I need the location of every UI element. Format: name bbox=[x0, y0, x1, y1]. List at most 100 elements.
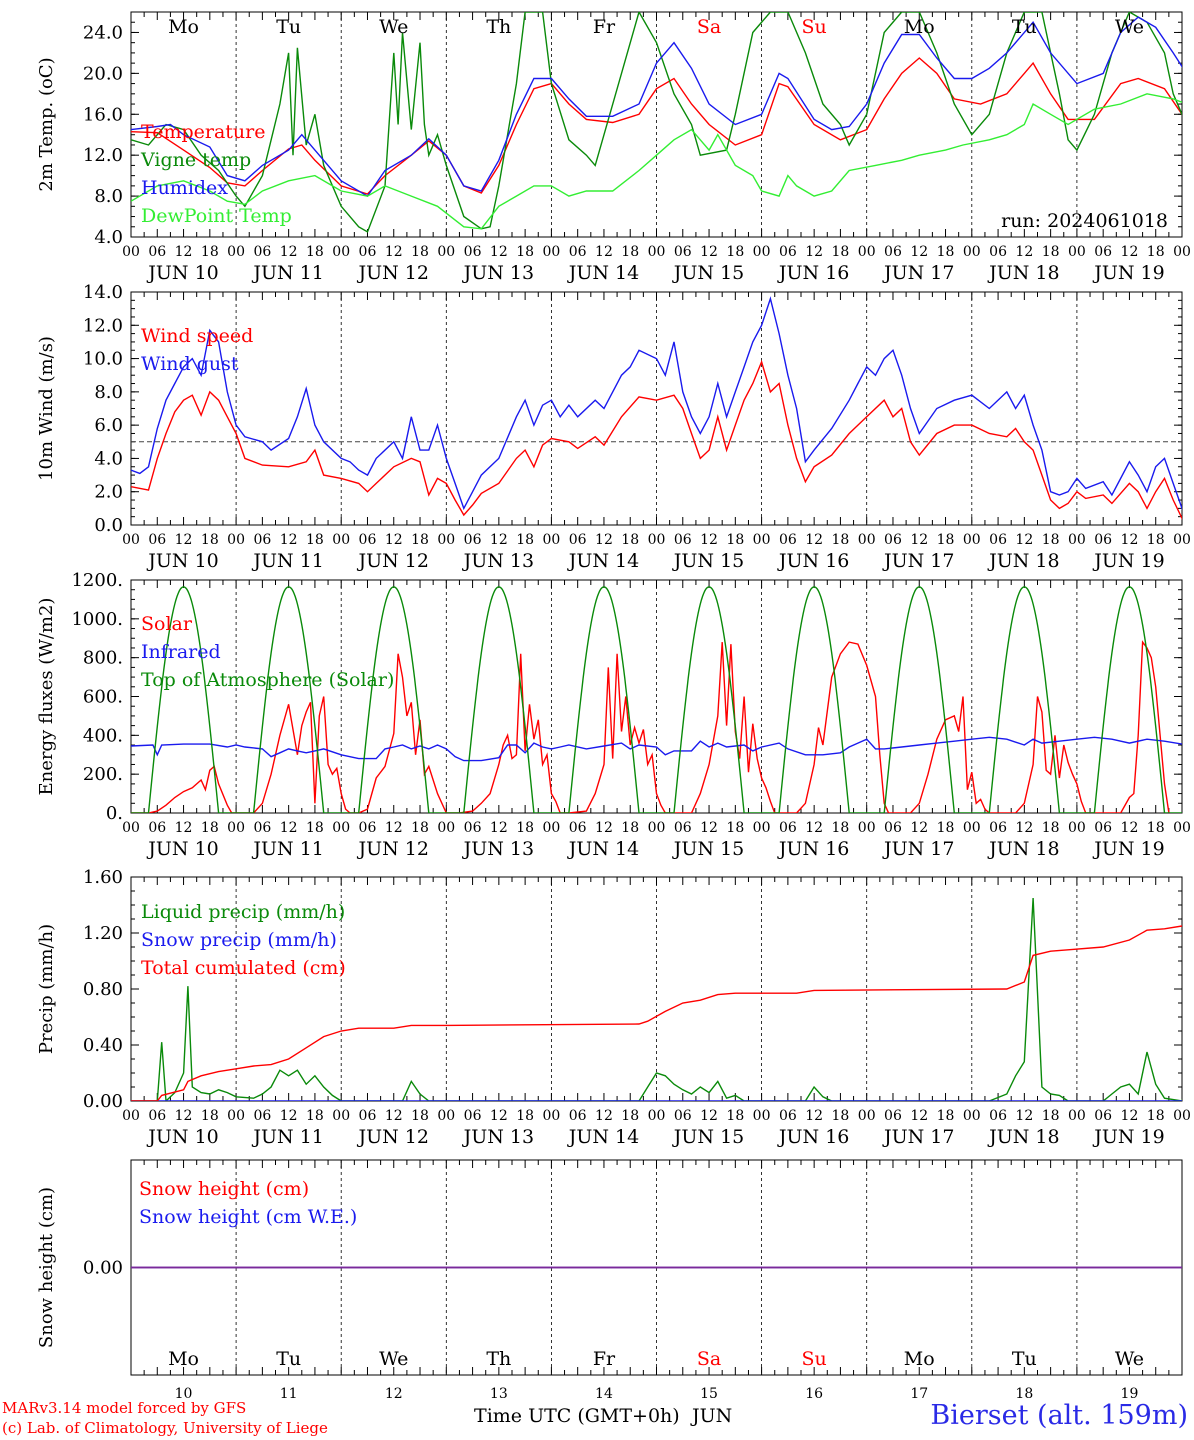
y-tick-label: 1200. bbox=[71, 570, 123, 591]
hour-tick-label: 00 bbox=[332, 244, 350, 260]
hour-tick-label: 18 bbox=[621, 244, 639, 260]
hour-tick-label: 06 bbox=[359, 1108, 377, 1124]
hour-tick-label: 00 bbox=[122, 244, 140, 260]
month-label: JUN bbox=[692, 1405, 733, 1427]
weekday-label: We bbox=[379, 1348, 408, 1370]
hour-tick-label: 06 bbox=[884, 1108, 902, 1124]
hour-tick-label: 18 bbox=[1042, 532, 1060, 548]
y-tick-label: 12.0 bbox=[83, 145, 123, 166]
hour-tick-label: 18 bbox=[1147, 820, 1165, 836]
hour-tick-label: 18 bbox=[516, 820, 534, 836]
panel-precip bbox=[130, 876, 1183, 1102]
weekday-label: Tu bbox=[276, 1348, 301, 1370]
date-label: JUN 17 bbox=[882, 838, 954, 860]
hour-tick-label: 00 bbox=[648, 820, 666, 836]
hour-tick-label: 12 bbox=[595, 820, 613, 836]
hour-tick-label: 00 bbox=[858, 1108, 876, 1124]
hour-tick-label: 18 bbox=[726, 1108, 744, 1124]
y-tick-label: 1.60 bbox=[83, 867, 123, 888]
hour-tick-label: 06 bbox=[148, 532, 166, 548]
hour-tick-label: 06 bbox=[674, 1108, 692, 1124]
hour-tick-label: 06 bbox=[253, 820, 271, 836]
hour-tick-label: 00 bbox=[332, 532, 350, 548]
hour-tick-label: 12 bbox=[175, 532, 193, 548]
hour-tick-label: 06 bbox=[989, 532, 1007, 548]
hour-tick-label: 06 bbox=[569, 820, 587, 836]
series-line-wind-speed bbox=[131, 359, 1182, 520]
date-label: JUN 10 bbox=[146, 262, 218, 284]
hour-tick-label: 12 bbox=[595, 1108, 613, 1124]
date-label: JUN 15 bbox=[672, 1126, 744, 1148]
weekday-label: Tu bbox=[276, 16, 301, 38]
legend-entry: Temperature bbox=[141, 121, 265, 143]
hour-tick-label: 00 bbox=[1068, 820, 1086, 836]
hour-tick-label: 12 bbox=[280, 820, 298, 836]
panel-temp bbox=[130, 11, 1183, 238]
hour-tick-label: 06 bbox=[884, 820, 902, 836]
hour-tick-label: 18 bbox=[937, 244, 955, 260]
hour-tick-label: 06 bbox=[884, 532, 902, 548]
y-tick-label: 1.20 bbox=[83, 923, 123, 944]
date-label: JUN 19 bbox=[1092, 1126, 1164, 1148]
legend-entry: Solar bbox=[141, 613, 193, 635]
weekday-label: Mo bbox=[904, 16, 935, 38]
series-line-liquid-precip-mm-h- bbox=[131, 897, 1182, 1101]
hour-tick-label: 06 bbox=[779, 1108, 797, 1124]
hour-tick-label: 18 bbox=[621, 1108, 639, 1124]
date-label: JUN 19 bbox=[1092, 262, 1164, 284]
legend-entry: Vigne temp bbox=[140, 149, 251, 171]
hour-tick-label: 18 bbox=[411, 244, 429, 260]
date-label: JUN 18 bbox=[987, 1126, 1059, 1148]
hour-tick-label: 00 bbox=[648, 532, 666, 548]
y-axis-title: Precip (mm/h) bbox=[36, 924, 57, 1054]
hour-tick-label: 06 bbox=[148, 244, 166, 260]
hour-tick-label: 12 bbox=[175, 244, 193, 260]
date-label: JUN 18 bbox=[987, 262, 1059, 284]
weekday-label: We bbox=[379, 16, 408, 38]
y-tick-label: 20.0 bbox=[83, 63, 123, 84]
hour-tick-label: 12 bbox=[910, 244, 928, 260]
hour-tick-label: 12 bbox=[490, 1108, 508, 1124]
hour-tick-label: 12 bbox=[1121, 532, 1139, 548]
hour-tick-label: 06 bbox=[464, 1108, 482, 1124]
hour-tick-label: 00 bbox=[122, 1108, 140, 1124]
series-line-infrared bbox=[131, 736, 1182, 762]
hour-tick-label: 06 bbox=[1094, 1108, 1112, 1124]
hour-tick-label: 00 bbox=[542, 820, 560, 836]
day-number-label: 12 bbox=[385, 1386, 403, 1402]
hour-tick-label: 18 bbox=[937, 820, 955, 836]
hour-tick-label: 18 bbox=[306, 1108, 324, 1124]
weekday-label: Mo bbox=[168, 1348, 199, 1370]
hour-tick-label: 00 bbox=[437, 532, 455, 548]
y-tick-label: 600. bbox=[83, 687, 123, 708]
date-label: JUN 12 bbox=[357, 550, 429, 572]
hour-tick-label: 00 bbox=[1068, 532, 1086, 548]
hour-tick-label: 18 bbox=[516, 1108, 534, 1124]
legend-entry: Wind speed bbox=[141, 325, 253, 347]
hour-tick-label: 18 bbox=[306, 532, 324, 548]
hour-tick-label: 12 bbox=[490, 244, 508, 260]
weekday-label: Mo bbox=[168, 16, 199, 38]
hour-tick-label: 06 bbox=[989, 1108, 1007, 1124]
series-line-top-of-atmosphere-solar- bbox=[131, 586, 1182, 813]
hour-tick-label: 18 bbox=[306, 244, 324, 260]
hour-tick-label: 00 bbox=[542, 1108, 560, 1124]
hour-tick-label: 06 bbox=[569, 244, 587, 260]
weekday-label: Tu bbox=[1012, 16, 1037, 38]
hour-tick-label: 06 bbox=[1094, 820, 1112, 836]
hour-tick-label: 18 bbox=[726, 820, 744, 836]
hour-tick-label: 06 bbox=[569, 1108, 587, 1124]
hour-tick-label: 12 bbox=[700, 244, 718, 260]
hour-tick-label: 12 bbox=[1015, 244, 1033, 260]
hour-tick-label: 18 bbox=[1042, 1108, 1060, 1124]
hour-tick-label: 12 bbox=[910, 820, 928, 836]
hour-tick-label: 12 bbox=[700, 820, 718, 836]
hour-tick-label: 18 bbox=[411, 1108, 429, 1124]
hour-tick-label: 18 bbox=[411, 532, 429, 548]
date-label: JUN 12 bbox=[357, 1126, 429, 1148]
date-label: JUN 10 bbox=[146, 838, 218, 860]
date-label: JUN 14 bbox=[567, 262, 639, 284]
hour-tick-label: 18 bbox=[621, 820, 639, 836]
hour-tick-label: 00 bbox=[227, 820, 245, 836]
panel-wind bbox=[130, 291, 1183, 526]
